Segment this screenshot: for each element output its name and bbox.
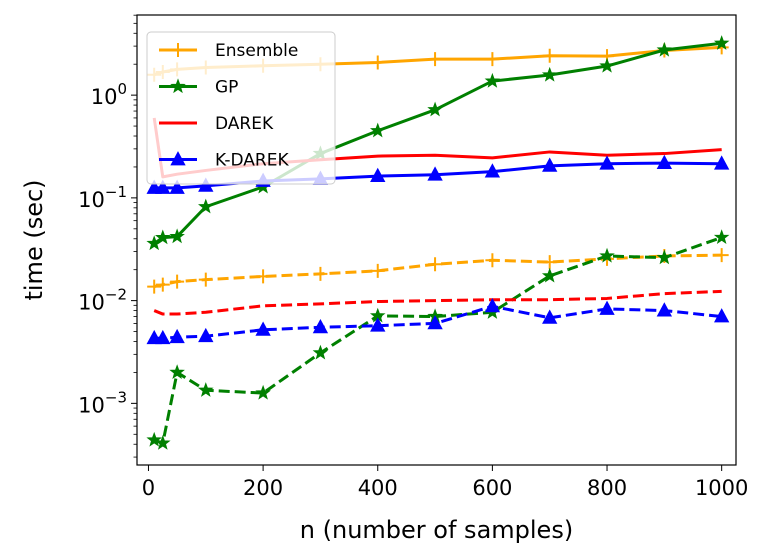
legend-label: GP: [215, 78, 238, 98]
series-line-darek-dashed: [153, 289, 722, 316]
x-tick-label: 1000: [695, 476, 748, 500]
x-tick-label: 0: [142, 476, 155, 500]
x-tick-label: 200: [243, 476, 283, 500]
data-point-gp-dashed: [713, 229, 730, 245]
data-point-gp-dashed: [155, 434, 171, 450]
data-point-gp-dashed: [146, 431, 162, 447]
data-point-k-darek-dashed: [370, 317, 386, 332]
legend-label: DAREK: [215, 114, 274, 134]
data-point-gp: [369, 122, 386, 138]
data-point-k-darek: [427, 166, 443, 181]
data-point-gp-dashed: [198, 382, 214, 397]
data-point-gp: [656, 41, 673, 57]
data-point-gp: [169, 228, 185, 244]
data-point-ensemble-dashed: [155, 277, 170, 292]
data-point-gp: [713, 35, 730, 50]
data-point-gp: [599, 57, 615, 73]
data-point-ensemble-dashed: [485, 253, 500, 268]
series-gp-dashed: [146, 229, 730, 450]
data-point-k-darek: [155, 179, 171, 194]
data-point-gp: [484, 72, 501, 88]
data-point-gp-dashed: [169, 364, 185, 380]
y-axis: 10−3 10−2 10−1 100: [78, 14, 137, 458]
y-tick-label: 10−1: [78, 183, 127, 212]
y-tick-label: 10−2: [78, 286, 127, 315]
data-point-k-darek-dashed: [255, 321, 271, 336]
data-point-k-darek: [370, 167, 386, 182]
data-point-k-darek: [484, 163, 501, 178]
data-point-gp: [541, 66, 558, 82]
legend-item-k-darek: K-DAREK: [159, 151, 289, 171]
legend-box: [146, 31, 336, 185]
x-axis-label: n (number of samples): [300, 516, 573, 544]
x-tick-label: 400: [358, 476, 398, 500]
data-point-ensemble-dashed: [147, 279, 162, 294]
series-line-gp-dashed: [153, 236, 723, 445]
data-point-ensemble: [370, 55, 385, 70]
data-point-gp-dashed: [599, 247, 615, 263]
data-point-ensemble-dashed: [542, 255, 557, 270]
legend-marker: [170, 151, 186, 166]
data-point-gp: [198, 198, 214, 214]
series-ensemble-dashed: [147, 248, 729, 294]
legend-marker: [170, 78, 186, 94]
data-point-gp-dashed: [541, 267, 558, 283]
data-point-k-darek-dashed: [169, 328, 185, 344]
data-point-ensemble-dashed: [170, 274, 185, 289]
data-point-ensemble-dashed: [428, 257, 443, 272]
data-point-gp: [427, 101, 443, 117]
data-point-gp-dashed: [255, 384, 271, 400]
data-point-ensemble-dashed: [256, 269, 271, 284]
data-point-gp-dashed: [312, 344, 329, 360]
data-point-k-darek-dashed: [198, 327, 214, 343]
legend-label: Ensemble: [215, 41, 298, 61]
data-point-gp-dashed: [656, 249, 673, 265]
data-point-ensemble: [428, 52, 443, 67]
series-darek-dashed: [153, 289, 722, 316]
data-point-k-darek: [599, 155, 615, 170]
data-point-k-darek: [542, 157, 558, 172]
legend-item-ensemble: Ensemble: [159, 41, 298, 61]
data-point-k-darek: [169, 179, 185, 194]
data-point-ensemble-dashed: [370, 263, 385, 278]
data-point-k-darek-dashed: [427, 315, 443, 330]
plot-area: [146, 35, 730, 450]
data-point-ensemble-dashed: [313, 266, 328, 281]
data-point-ensemble-dashed: [198, 272, 213, 287]
x-tick-label: 800: [587, 476, 627, 500]
data-point-k-darek-dashed: [155, 329, 171, 345]
data-point-gp: [155, 229, 171, 245]
legend-marker: [171, 43, 185, 57]
data-point-k-darek-dashed: [599, 300, 615, 315]
y-tick-label: 100: [91, 80, 127, 109]
legend-item-darek: DAREK: [159, 114, 274, 134]
legend-label: K-DAREK: [215, 151, 289, 171]
data-point-k-darek-dashed: [714, 308, 730, 323]
data-point-k-darek-dashed: [656, 302, 673, 317]
x-tick-label: 600: [472, 476, 512, 500]
plot-frame: [136, 14, 737, 466]
data-point-k-darek: [656, 154, 673, 170]
data-point-k-darek-dashed: [484, 297, 501, 313]
data-point-k-darek: [714, 155, 730, 170]
series-k-darek-dashed: [146, 297, 730, 345]
y-axis-label: time (sec): [20, 179, 48, 300]
series-line-ensemble-dashed: [153, 253, 722, 289]
y-tick-label: 10−3: [78, 388, 127, 417]
data-point-ensemble-dashed: [714, 248, 729, 263]
x-axis: 0 200 400 600 800 1000: [142, 465, 748, 500]
legend-item-gp: GP: [159, 78, 238, 98]
data-point-k-darek: [198, 177, 214, 192]
legend: Ensemble GP DAREK K-DAREK: [146, 31, 336, 185]
data-point-ensemble: [542, 48, 557, 63]
data-point-k-darek-dashed: [542, 309, 558, 324]
data-point-k-darek-dashed: [312, 318, 329, 334]
data-point-ensemble: [485, 52, 500, 67]
